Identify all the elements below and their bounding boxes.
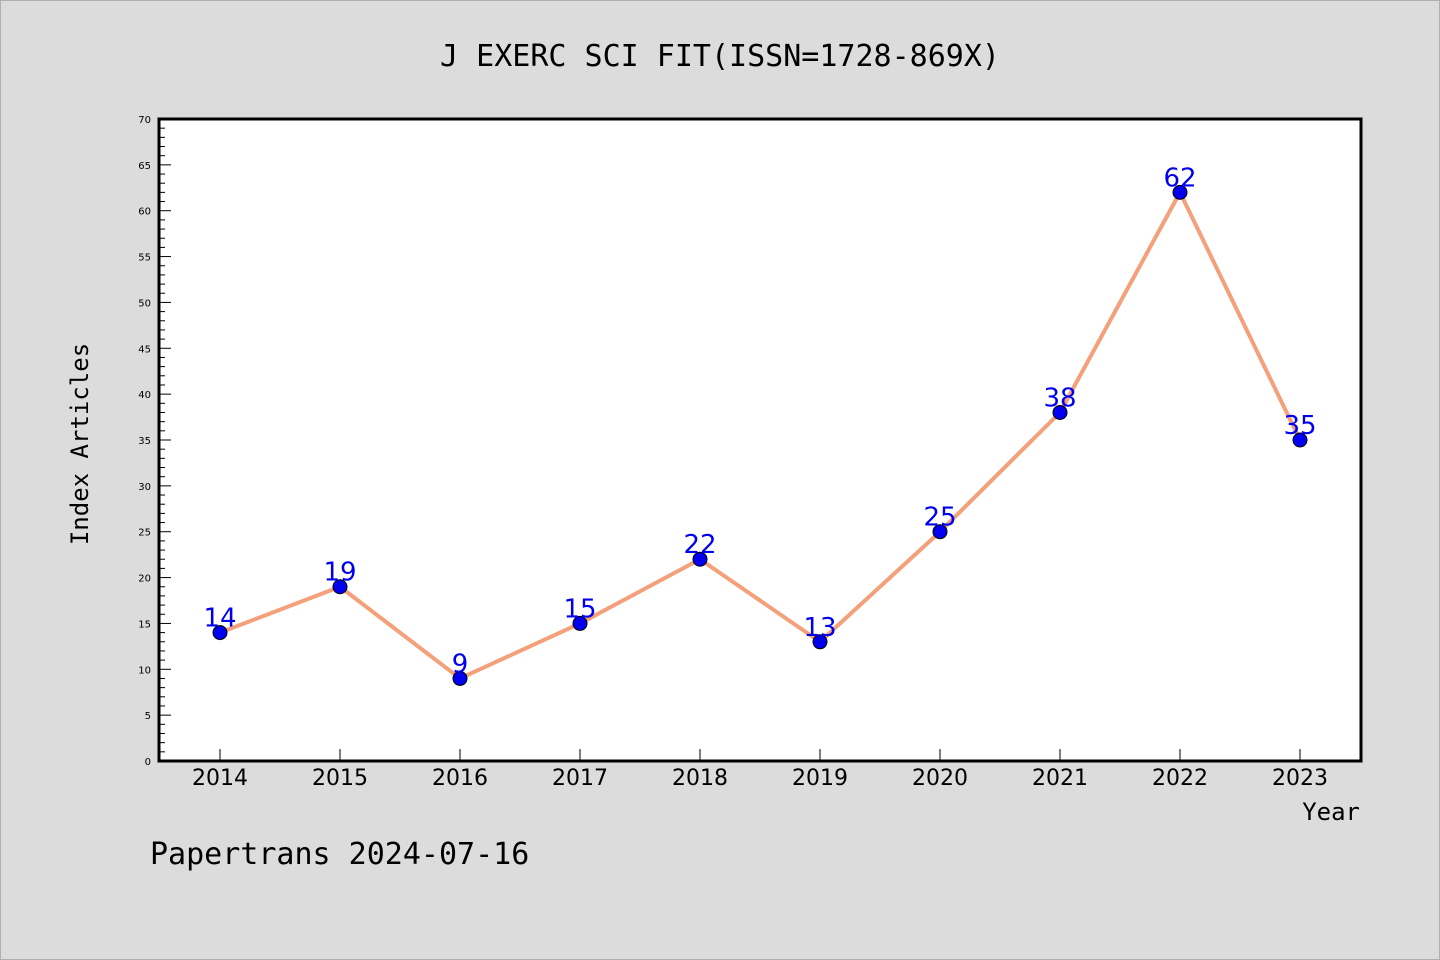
x-tick-label: 2015 — [312, 766, 368, 791]
x-axis-label: Year — [1302, 798, 1360, 826]
data-label: 25 — [923, 503, 956, 533]
data-point — [452, 670, 468, 686]
y-tick-label: 70 — [138, 115, 151, 126]
data-point — [1052, 404, 1068, 420]
data-label: 62 — [1163, 163, 1196, 193]
y-tick-label: 20 — [138, 574, 151, 585]
data-label: 13 — [803, 613, 836, 643]
y-tick-label: 50 — [138, 298, 151, 309]
data-label: 9 — [452, 649, 469, 679]
y-tick-label: 0 — [145, 757, 151, 768]
plot-border — [157, 117, 1363, 763]
y-tick-label: 55 — [138, 253, 151, 264]
data-label: 22 — [683, 530, 716, 560]
data-point — [932, 524, 948, 540]
footer-credit: Papertrans 2024-07-16 — [150, 837, 529, 872]
y-tick-label: 25 — [138, 528, 151, 539]
y-tick-label: 35 — [138, 436, 151, 447]
data-point — [212, 625, 228, 641]
plot-background — [159, 119, 1361, 761]
plot-area: 0 5 10 15 20 25 30 35 40 45 50 55 60 65 70 2014 2015 2016… — [138, 115, 1363, 791]
y-tick-label: 30 — [138, 482, 151, 493]
y-tick-label: 60 — [138, 207, 151, 218]
x-tick-label: 2019 — [792, 766, 848, 791]
chart-title: J EXERC SCI FIT(ISSN=1728-869X) — [440, 39, 1000, 74]
y-tick-label: 40 — [138, 390, 151, 401]
x-tick-label: 2022 — [1152, 766, 1208, 791]
x-tick-label: 2014 — [192, 766, 248, 791]
data-point — [1172, 184, 1188, 200]
y-tick-label: 45 — [138, 344, 151, 355]
x-tick-label: 2021 — [1032, 766, 1088, 791]
y-tick-label: 5 — [145, 711, 151, 722]
x-tick-label: 2017 — [552, 766, 608, 791]
data-label: 19 — [323, 558, 356, 588]
x-tick-label: 2020 — [912, 766, 968, 791]
y-tick-label: 65 — [138, 161, 151, 172]
data-point — [572, 615, 588, 631]
y-axis-label: Index Articles — [66, 343, 94, 545]
data-point — [1292, 432, 1308, 448]
data-point — [332, 579, 348, 595]
data-label: 38 — [1043, 383, 1076, 413]
y-tick-label: 10 — [138, 665, 151, 676]
data-point — [812, 634, 828, 650]
data-point — [692, 551, 708, 567]
data-label: 35 — [1283, 411, 1316, 441]
data-label: 15 — [563, 594, 596, 624]
x-tick-label: 2016 — [432, 766, 488, 791]
x-tick-label: 2023 — [1272, 766, 1328, 791]
x-tick-label: 2018 — [672, 766, 728, 791]
y-tick-label: 15 — [138, 619, 151, 630]
series-line — [218, 190, 1302, 681]
data-label: 14 — [203, 604, 236, 634]
